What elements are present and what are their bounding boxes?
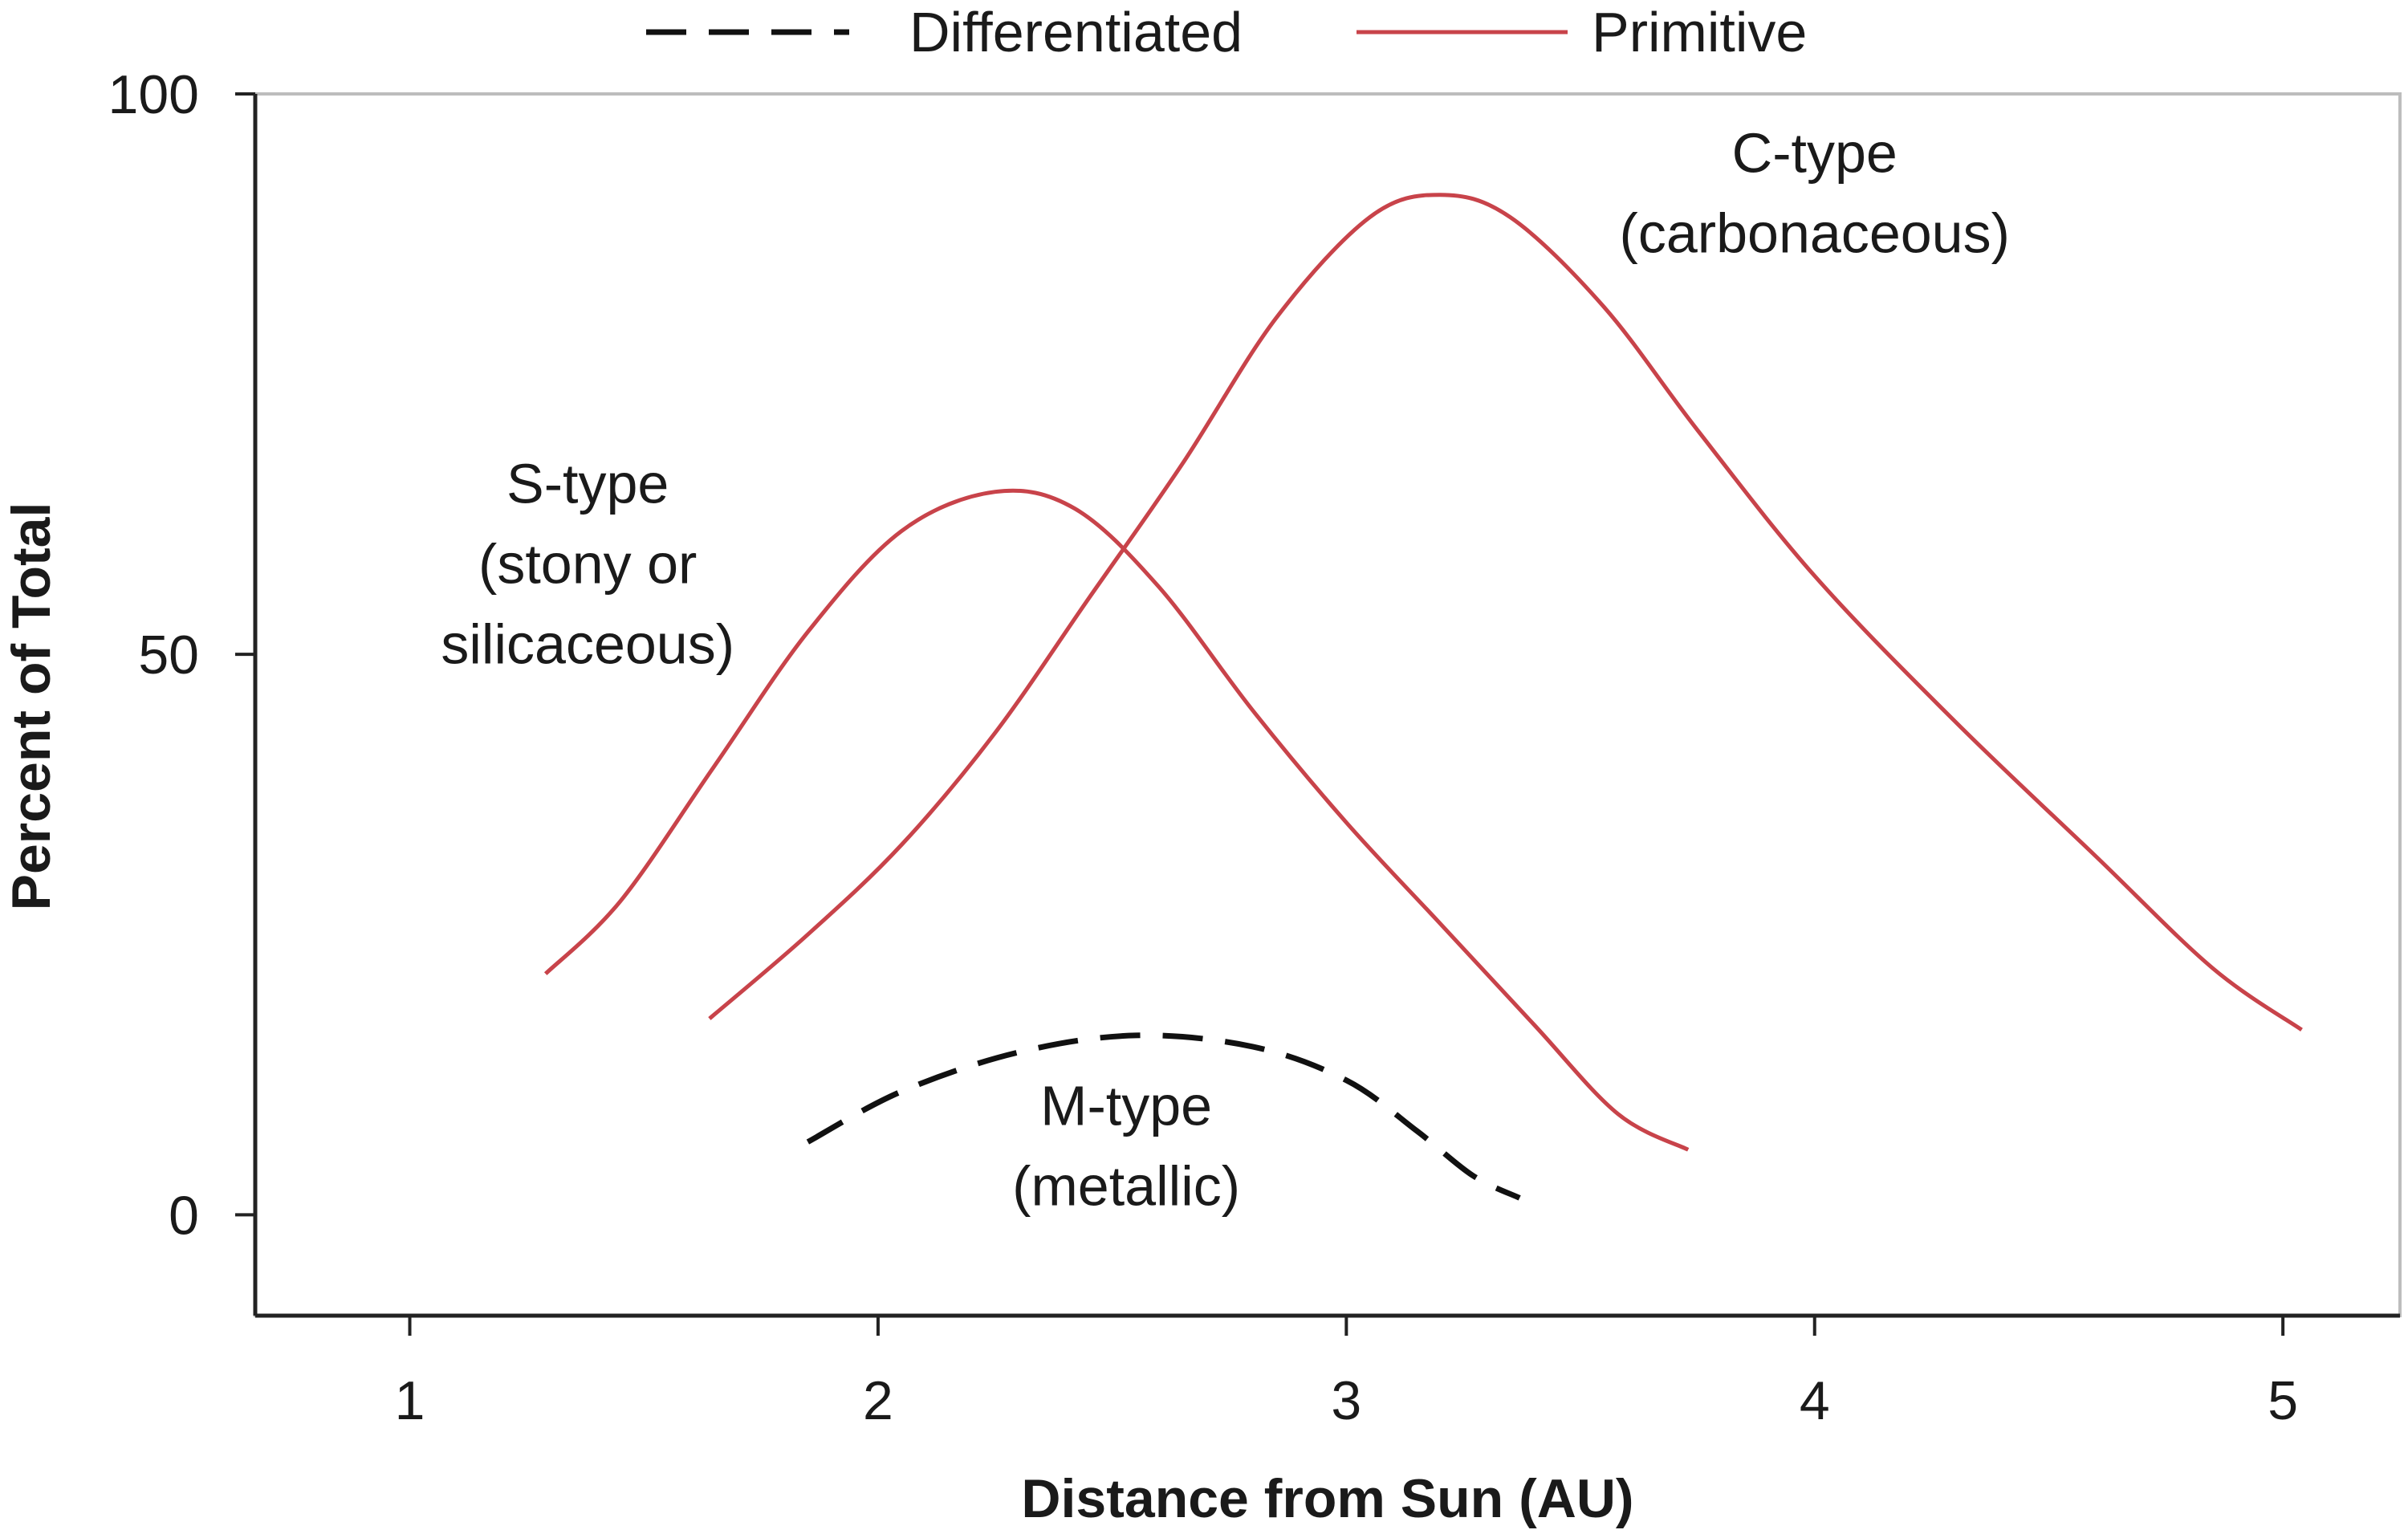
legend-label-differentiated: Differentiated [909, 1, 1243, 63]
curve-annotation-line: M-type [1040, 1075, 1212, 1137]
differentiated-series-line-2 [806, 1032, 1521, 1201]
primitive-series-line-0 [543, 488, 1690, 1152]
x-tick-label: 3 [1331, 1370, 1361, 1431]
curve-annotation: C-type (carbonaceous) [1620, 122, 2010, 265]
x-tick-label: 1 [395, 1370, 425, 1431]
annotation-layer: S-type (stony or silicaceous) C-type (carbon… [441, 122, 2010, 1218]
legend: Differentiated Primitive [646, 1, 1807, 63]
legend-label-primitive: Primitive [1592, 1, 1807, 63]
curve-annotation-line: silicaceous) [441, 613, 734, 676]
y-tick-label: 100 [108, 64, 199, 125]
curve-annotation-line: C-type [1732, 122, 1898, 185]
x-tick-label: 4 [1800, 1370, 1830, 1431]
curve-annotation: S-type (stony or silicaceous) [441, 453, 734, 676]
x-tick-label: 5 [2268, 1370, 2298, 1431]
axis-ticks: 0 50 100 1 2 3 4 5 [108, 64, 2299, 1431]
x-tick-label: 2 [863, 1370, 893, 1431]
curve-annotation: M-type (metallic) [1012, 1075, 1240, 1218]
y-axis-title: Percent of Total [1, 502, 62, 911]
y-tick-label: 50 [138, 625, 199, 686]
y-tick-label: 0 [169, 1185, 199, 1246]
series-layer [543, 193, 2303, 1201]
x-axis-title: Distance from Sun (AU) [1021, 1468, 1633, 1529]
curve-annotation-line: (stony or [478, 533, 697, 596]
primitive-series-line-1 [708, 193, 2303, 1031]
curve-annotation-line: (metallic) [1012, 1155, 1240, 1218]
curve-annotation-line: S-type [506, 453, 669, 515]
curve-annotation-line: (carbonaceous) [1620, 202, 2010, 265]
plot-area [254, 92, 2402, 1317]
